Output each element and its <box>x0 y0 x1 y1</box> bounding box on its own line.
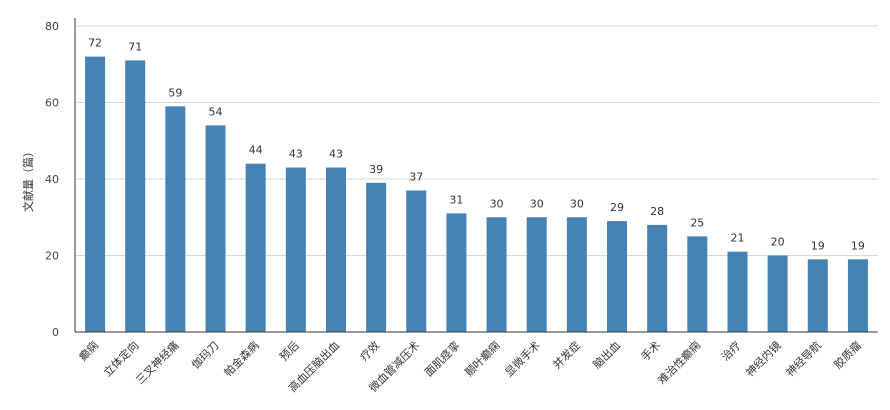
bar <box>727 251 748 332</box>
data-label: 30 <box>530 197 544 210</box>
data-labels: 72 71 59 54 44 43 43 39 37 31 30 30 30 29 28 25 21 20 19 19 <box>88 37 865 253</box>
y-axis-title: 文献量（篇） <box>21 146 35 212</box>
bar <box>847 259 868 332</box>
data-label: 19 <box>851 239 865 252</box>
x-tick-label: 治疗 <box>718 338 743 363</box>
x-tick-label: 显微手术 <box>502 338 543 379</box>
data-label: 28 <box>650 205 664 218</box>
data-label: 20 <box>771 236 785 249</box>
bar <box>446 213 467 332</box>
data-label: 39 <box>369 163 383 176</box>
data-label: 29 <box>610 201 624 214</box>
x-tick-label: 癫痫 <box>76 338 101 363</box>
x-tick-label: 胶质瘤 <box>831 338 864 371</box>
data-label: 19 <box>811 239 825 252</box>
y-tick-label: 60 <box>45 97 59 110</box>
bar <box>687 236 708 332</box>
data-label: 72 <box>88 37 102 50</box>
data-label: 43 <box>329 148 343 161</box>
y-tick-label: 40 <box>45 173 59 186</box>
bar <box>285 167 306 332</box>
x-tick-label: 伽玛刀 <box>188 338 221 371</box>
data-label: 31 <box>449 193 463 206</box>
x-tick-label: 脑出血 <box>590 338 623 371</box>
bar <box>125 60 146 333</box>
data-label: 44 <box>249 144 263 157</box>
bar <box>566 217 587 332</box>
bar <box>486 217 507 332</box>
data-label: 25 <box>690 216 704 229</box>
x-tick-label: 预后 <box>277 339 302 364</box>
data-label: 54 <box>209 105 223 118</box>
y-tick-label: 20 <box>45 250 59 263</box>
bar <box>647 224 668 332</box>
bar <box>245 163 266 332</box>
x-tick-label: 手术 <box>638 338 663 363</box>
data-label: 30 <box>490 197 504 210</box>
axes <box>74 18 878 333</box>
bar <box>767 255 788 332</box>
bar <box>526 217 547 332</box>
x-tick-label: 神经内镜 <box>743 338 784 379</box>
bar <box>325 167 346 332</box>
data-label: 43 <box>289 148 303 161</box>
x-tick-label: 三叉神经痛 <box>133 338 182 387</box>
x-tick-label: 并发症 <box>550 338 583 371</box>
x-tick-label: 疗效 <box>357 338 382 363</box>
data-label: 37 <box>409 170 423 183</box>
data-label: 59 <box>168 86 182 99</box>
x-tick-label: 难治性癫痫 <box>655 338 704 387</box>
bar <box>807 259 828 332</box>
gridlines <box>75 25 878 256</box>
bar <box>205 125 226 332</box>
y-tick-labels: 0 20 40 60 80 <box>45 20 59 339</box>
data-label: 30 <box>570 197 584 210</box>
bar <box>366 182 387 332</box>
y-tick-label: 80 <box>45 20 59 33</box>
x-tick-label: 颞叶癫痫 <box>462 338 503 379</box>
x-tick-label: 面肌痉挛 <box>422 338 463 379</box>
bar <box>85 56 106 332</box>
y-tick-label: 0 <box>52 326 59 339</box>
bars <box>85 56 868 333</box>
bar <box>165 106 186 332</box>
x-tick-label: 神经导航 <box>783 338 824 379</box>
x-tick-label: 立体定向 <box>100 338 141 379</box>
bar <box>607 221 628 332</box>
bar <box>406 190 427 332</box>
data-label: 21 <box>730 232 744 245</box>
x-tick-label: 帕金森病 <box>221 338 262 379</box>
data-label: 71 <box>128 40 142 53</box>
